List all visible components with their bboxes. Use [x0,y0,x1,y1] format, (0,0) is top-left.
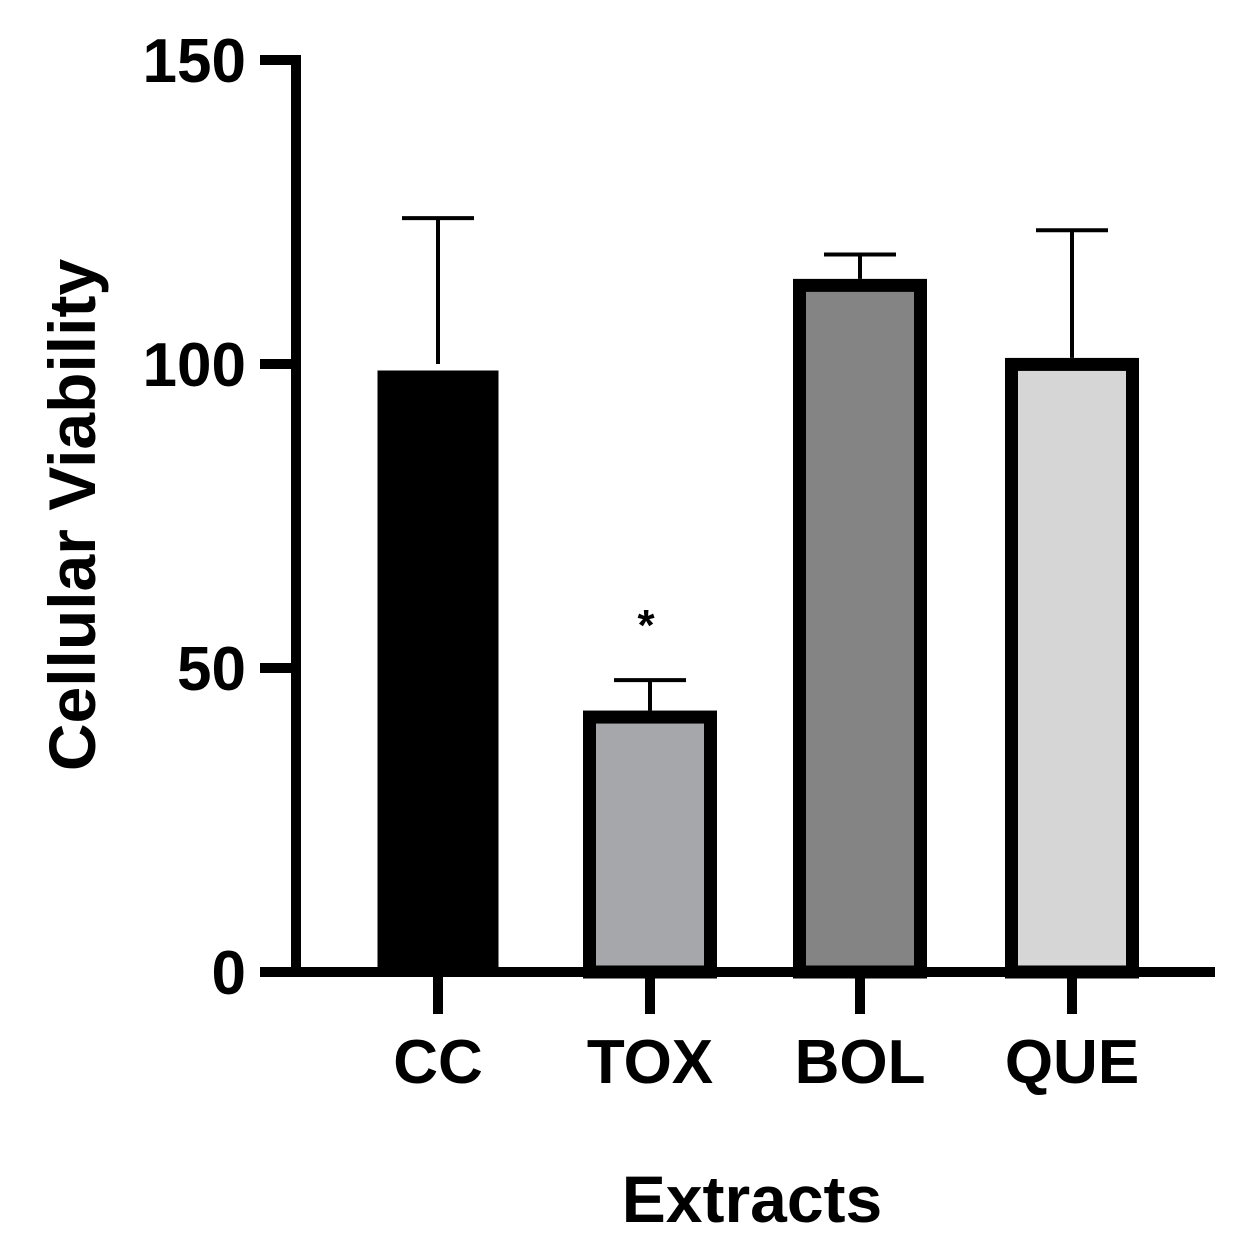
x-tick-label-cc: CC [393,1028,483,1097]
significance-marker: * [637,601,655,650]
x-tick-label-bol: BOL [795,1028,926,1097]
bar-bol [793,278,927,979]
bar-que [1005,357,1139,979]
bar-cc [377,370,499,972]
bars-layer [377,278,1139,979]
y-ticks-layer: 0 50 100 150 [143,27,296,1008]
error-bars-layer [402,216,1108,711]
x-tick-label-tox: TOX [587,1028,713,1097]
y-axis-title: Cellular Viability [35,259,109,772]
y-tick-label: 0 [212,939,246,1008]
annotations-layer: * [637,601,655,650]
y-tick-label: 100 [143,331,246,400]
x-axis-title: Extracts [622,1162,883,1236]
bar-tox [583,710,717,979]
axes-layer [291,55,1215,977]
x-ticks-layer: CC TOX BOL QUE [393,972,1139,1097]
x-tick-label-que: QUE [1005,1028,1139,1097]
y-tick-label: 50 [177,635,246,704]
y-tick-label: 150 [143,27,246,96]
